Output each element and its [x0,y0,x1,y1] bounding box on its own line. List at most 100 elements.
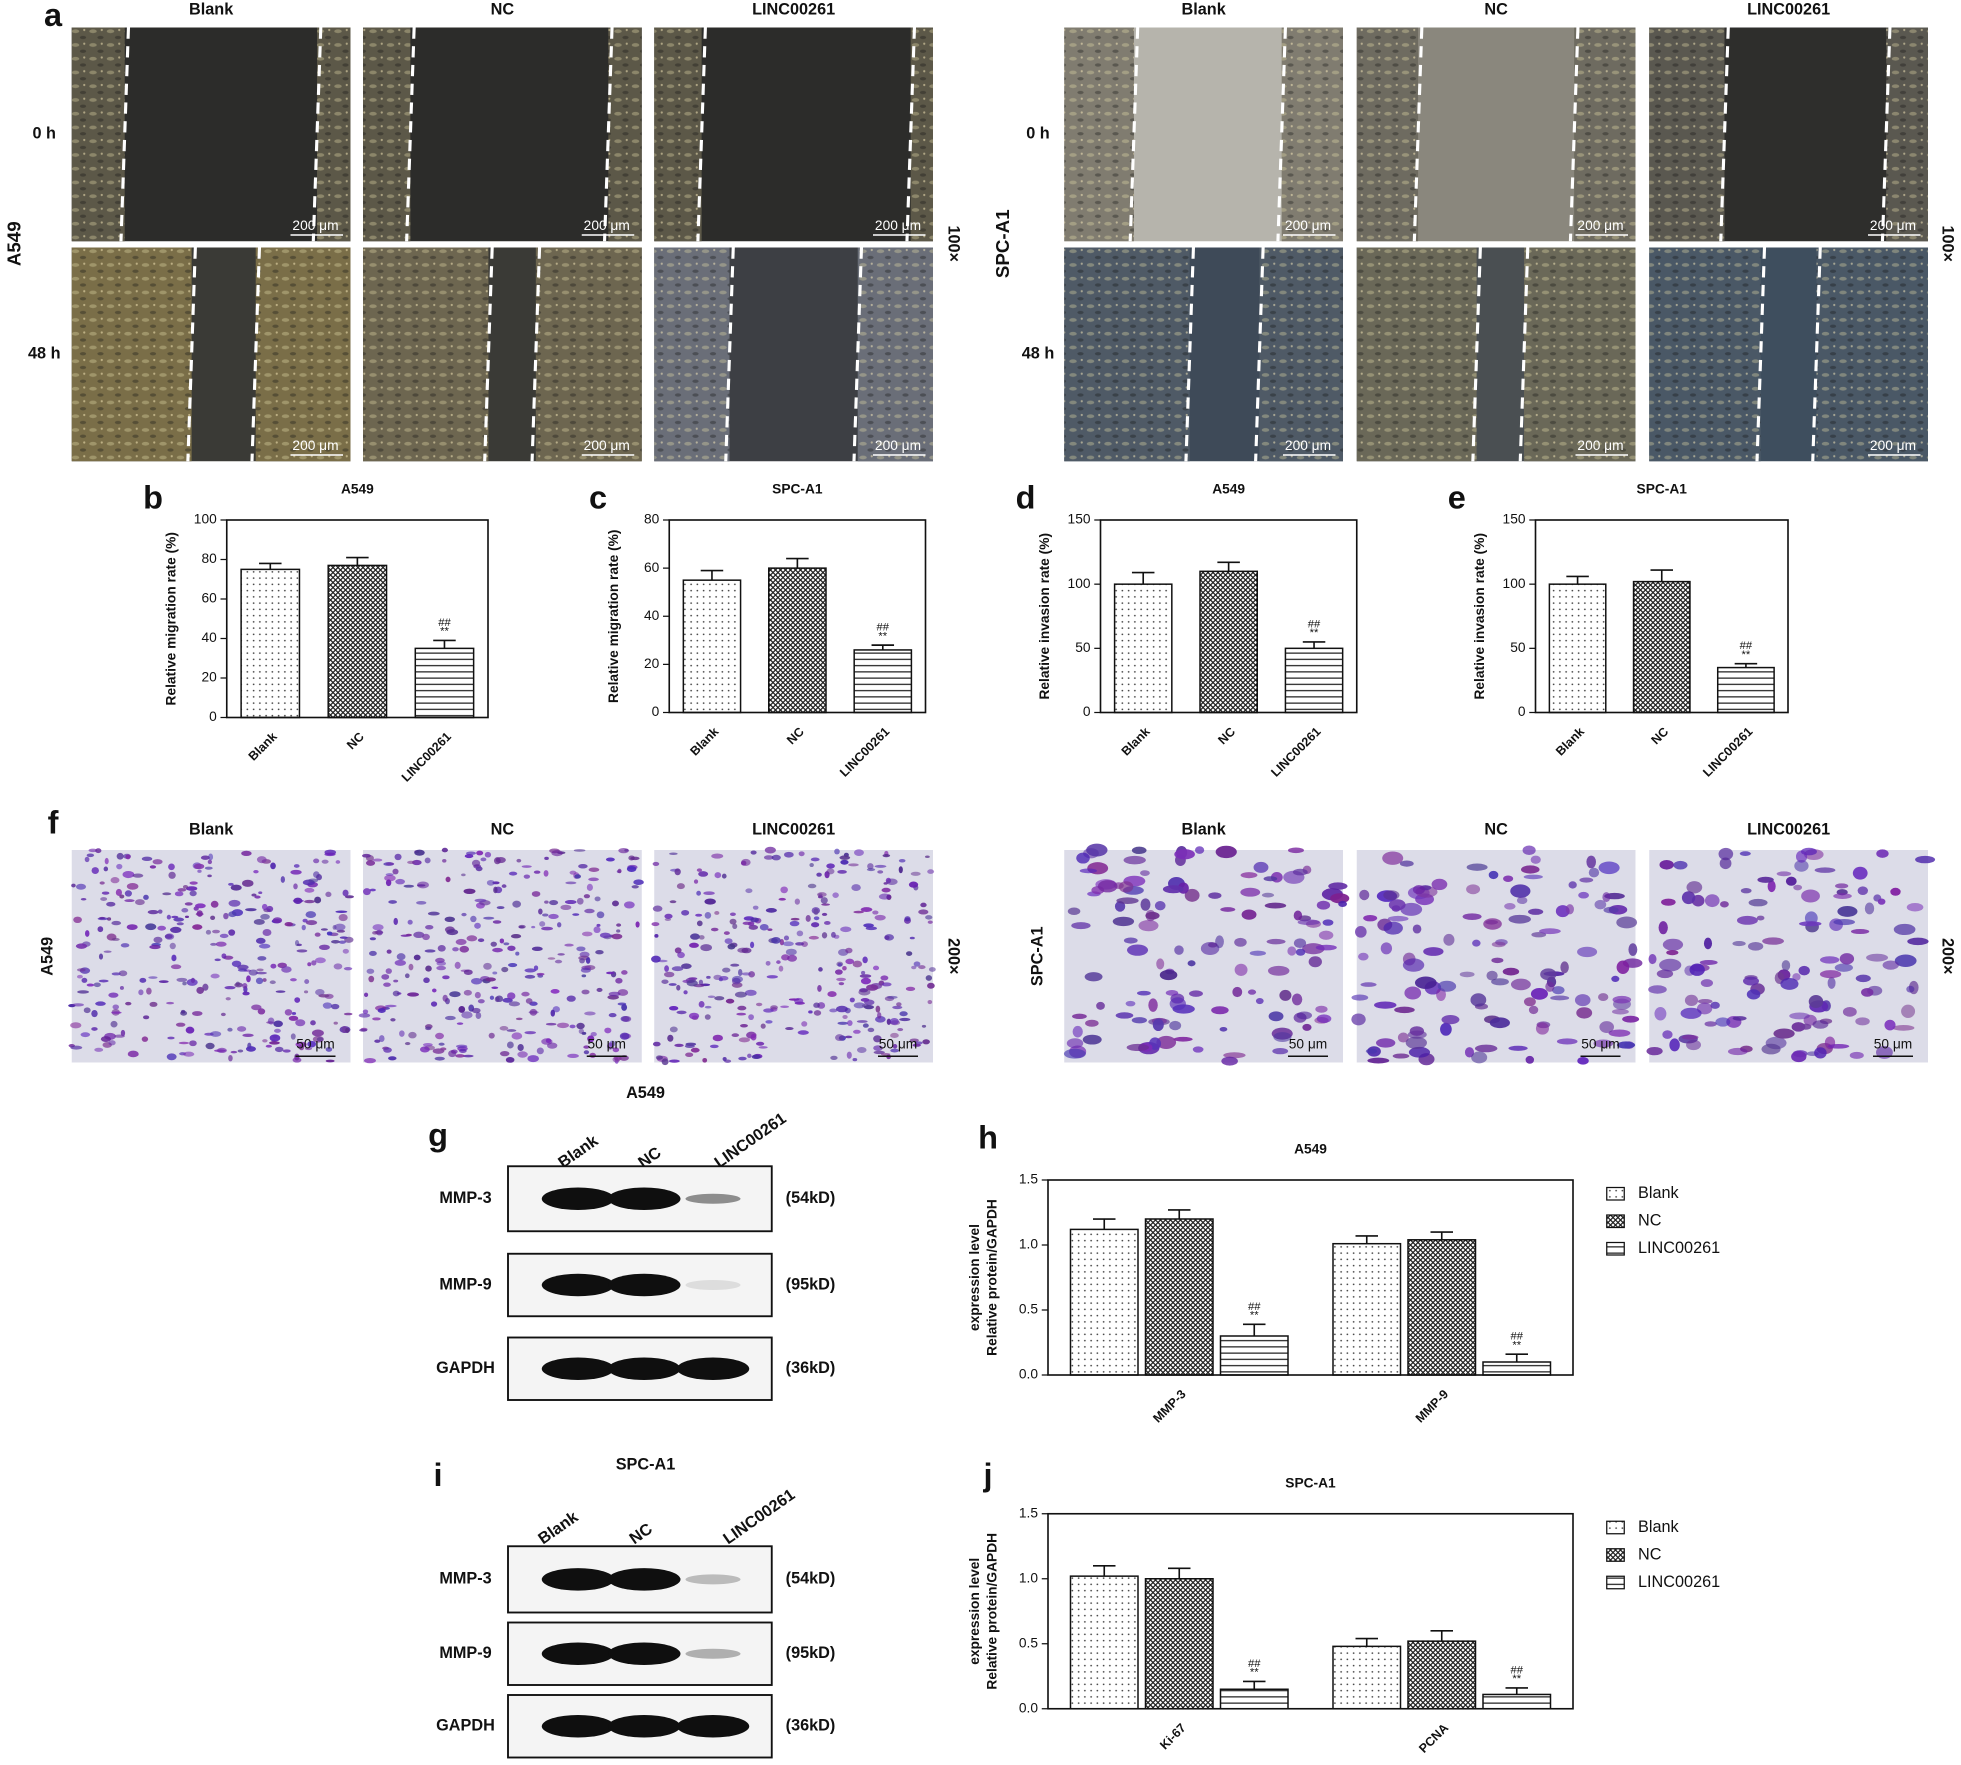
stained-cell [1757,876,1774,883]
stained-cell [578,1028,584,1034]
chart-title: A549 [1212,482,1245,497]
stained-cell [1785,876,1797,886]
y-tick-label: 100 [1503,576,1526,591]
stained-cell [242,1033,254,1038]
legend-swatch [1606,1548,1625,1562]
stained-cell [782,941,794,947]
stained-cell [1594,899,1607,910]
stained-cell [147,910,159,915]
stained-cell [878,893,891,900]
stained-cell [1798,965,1810,976]
wound-edge [1276,27,1287,242]
stained-cell [195,912,204,916]
stained-cell [1747,941,1764,951]
stained-cell [565,881,577,885]
stained-cell [1622,1015,1640,1023]
stained-cell [635,921,640,928]
stained-cell [177,888,187,892]
stained-cell [305,920,318,926]
y-tick-label: 80 [644,512,660,527]
y-tick-label: 80 [201,551,217,566]
plot-frame [1099,519,1358,714]
stained-cell [1318,930,1334,940]
stained-cell [304,979,310,984]
stained-cell [237,964,249,970]
stained-cell [1720,901,1729,908]
stained-cell [587,1035,595,1043]
stained-cell [748,1014,754,1021]
stained-cell [126,924,138,930]
stained-cell [912,1043,921,1047]
stained-cell [1795,850,1808,863]
stained-cell [599,932,611,939]
x-tick-label: NC [1215,725,1238,748]
legend-label: LINC00261 [1638,1573,1720,1591]
bar [1069,1575,1139,1710]
stained-cell [548,913,559,920]
y-tick-label: 0 [1083,704,1091,719]
stained-cell [73,916,82,924]
stained-cell [674,1043,684,1048]
x-tick-label: MMP-9 [1413,1387,1451,1425]
stained-cell [383,1047,392,1053]
stained-cell [778,965,784,972]
stained-cell [542,913,549,917]
stained-cell [260,913,270,920]
stained-cell [98,953,104,960]
stained-cell [750,917,759,923]
legend-swatch [1606,1241,1625,1256]
stained-cell [471,1007,481,1014]
stained-cell [119,986,124,990]
stained-cell [101,891,110,895]
stained-cell [830,1055,838,1060]
stained-cell [388,1056,397,1061]
stained-cell [143,1015,150,1020]
stained-cell [1291,993,1303,1006]
stained-cell [422,1043,433,1047]
stained-cell [748,924,759,930]
stained-cell [310,1020,316,1026]
stained-cell [1793,884,1803,891]
stained-cell [493,886,498,894]
stained-cell [567,1053,579,1059]
panel-label: e [1448,480,1466,516]
stained-cell [521,865,532,868]
stained-cell [430,1001,438,1007]
stained-cell [752,905,759,910]
stained-cell [1140,898,1151,911]
stained-cell [242,879,254,887]
stained-cell [1220,907,1236,912]
stained-cell [1510,978,1531,991]
stained-cell [1736,915,1758,925]
stained-cell [1850,929,1870,935]
stained-cell [925,975,933,981]
stained-cell [623,901,635,909]
stained-cell [654,933,659,938]
y-tick-label: 150 [1068,512,1091,527]
stained-cell [342,948,349,954]
cell-line-label: A549 [38,937,56,976]
stained-cell [821,932,828,939]
panel-label: i [433,1457,442,1493]
molecular-weight: (95kD) [786,1275,836,1293]
stained-cell [308,878,319,883]
stained-cell [1412,885,1425,895]
y-tick-label: 0.5 [1019,1635,1038,1650]
stained-cell [541,926,554,931]
stained-cell [1703,937,1713,950]
stained-cell [652,861,660,866]
stained-cell [501,966,509,973]
stained-cell [738,1056,747,1061]
stained-cell [748,971,756,978]
stained-cell [315,989,325,996]
stained-cell [1466,884,1481,895]
bar [1219,1688,1289,1710]
stained-cell [523,874,531,879]
bar [768,567,827,714]
stained-cell [924,855,930,859]
stained-cell [400,934,411,937]
stained-cell [1412,924,1422,934]
stained-cell [1156,1035,1177,1049]
stained-cell [425,924,434,930]
stained-cell [1761,1043,1781,1055]
